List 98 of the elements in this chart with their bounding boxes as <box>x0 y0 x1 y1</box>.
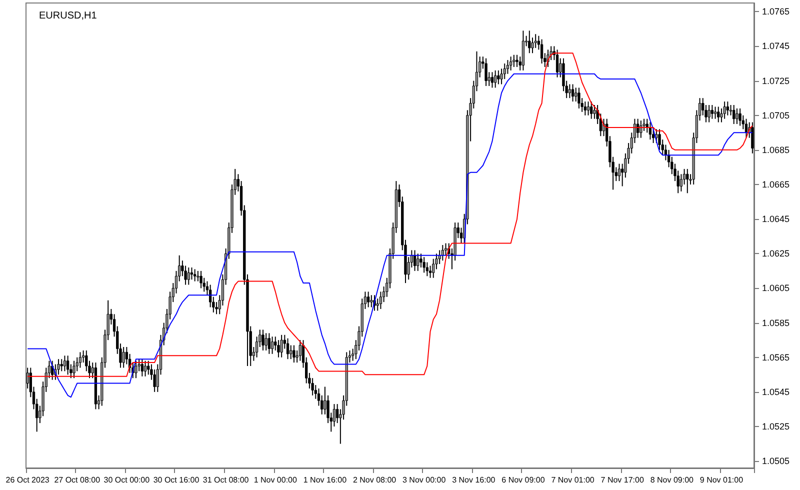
candlestick <box>66 355 70 376</box>
y-tick-label: 1.0565 <box>762 352 790 362</box>
x-tick-label: 8 Nov 09:00 <box>650 476 694 484</box>
candlestick <box>60 358 63 372</box>
candlestick <box>568 84 572 99</box>
candlestick <box>262 329 264 351</box>
candlestick <box>540 38 544 64</box>
candlestick <box>751 122 754 154</box>
candlestick <box>640 120 642 138</box>
candlestick <box>484 58 488 86</box>
x-tick-label: 6 Nov 09:00 <box>502 476 546 484</box>
candlestick <box>714 106 717 120</box>
y-tick-label: 1.0525 <box>762 422 790 432</box>
candlestick <box>655 128 658 144</box>
candlestick <box>200 270 202 289</box>
x-tick-label: 26 Oct 2023 <box>6 476 50 484</box>
x-tick-label: 3 Nov 00:00 <box>402 476 446 484</box>
candlestick <box>187 266 190 286</box>
x-tick-label: 1 Nov 16:00 <box>303 476 348 484</box>
candlestick <box>122 346 125 368</box>
candlestick <box>571 84 574 102</box>
candlestick <box>578 87 580 109</box>
candlestick <box>738 108 742 126</box>
candlestick <box>494 70 497 88</box>
y-tick-label: 1.0545 <box>762 386 790 397</box>
y-tick-label: 1.0765 <box>762 6 790 17</box>
candlestick <box>717 106 720 123</box>
candlestick <box>503 63 506 80</box>
x-tick-label: 2 Nov 08:00 <box>352 476 397 484</box>
y-tick-label: 1.0725 <box>762 76 790 86</box>
candlestick <box>497 70 500 85</box>
candlestick <box>686 168 689 194</box>
candlestick <box>723 101 726 120</box>
y-tick-label: 1.0645 <box>762 214 790 224</box>
candlestick <box>556 49 559 78</box>
y-tick-label: 1.0745 <box>762 41 790 52</box>
candlestick <box>366 291 370 308</box>
candlestick <box>428 265 432 278</box>
text: EURUSD,H1 <box>39 10 98 22</box>
candlestick <box>710 104 714 120</box>
x-tick-label: 9 Nov 01:00 <box>700 476 744 484</box>
x-tick-label: 1 Nov 00:00 <box>254 476 298 484</box>
candlestick <box>324 386 326 415</box>
candlestick <box>140 358 144 377</box>
candlestick <box>729 104 732 116</box>
candlestick <box>270 336 274 354</box>
candlestick <box>144 360 147 377</box>
candlestick <box>292 344 296 364</box>
candlestick <box>708 104 710 123</box>
candlestick <box>590 101 593 120</box>
candlestick <box>416 253 420 272</box>
x-tick-label: 7 Nov 01:00 <box>551 476 595 484</box>
candlestick <box>290 344 292 360</box>
candlestick <box>531 37 534 54</box>
candlestick <box>134 360 138 379</box>
y-tick-label: 1.0605 <box>762 283 790 294</box>
x-tick-label: 3 Nov 16:00 <box>452 476 496 484</box>
candlestick <box>268 332 271 354</box>
candlestick <box>286 338 290 360</box>
candlestick <box>63 355 66 372</box>
candlestick <box>72 360 76 379</box>
candlestick <box>490 72 494 88</box>
candlestick <box>618 163 621 182</box>
candlestick <box>584 101 586 116</box>
candlestick <box>726 101 729 116</box>
candlestick <box>277 340 280 358</box>
candlestick <box>370 294 373 308</box>
candlestick <box>732 104 736 125</box>
candlestick <box>574 87 578 102</box>
x-tick-label: 7 Nov 17:00 <box>600 476 644 484</box>
y-tick-label: 1.0625 <box>762 248 790 259</box>
candlestick <box>586 101 590 116</box>
candlestick <box>736 108 738 125</box>
candlestick <box>422 256 426 274</box>
x-tick-label: 30 Oct 16:00 <box>153 476 200 484</box>
y-tick-label: 1.0585 <box>762 318 790 328</box>
candlestick <box>194 268 196 282</box>
x-tick-label: 30 Oct 00:00 <box>104 476 150 484</box>
candlestick <box>153 368 156 392</box>
x-tick-label: 27 Oct 08:00 <box>54 476 101 484</box>
candlestick <box>509 56 512 71</box>
candlestick <box>658 128 661 150</box>
candlestick <box>196 270 200 282</box>
candlestick <box>593 104 596 120</box>
candlestick <box>26 367 29 389</box>
candlestick <box>78 352 82 368</box>
y-tick-label: 1.0505 <box>762 456 790 466</box>
candlestick <box>298 340 302 362</box>
candlestick <box>528 30 531 54</box>
candlestick <box>512 54 516 68</box>
y-tick-label: 1.0665 <box>762 180 790 190</box>
candlestick <box>280 334 283 358</box>
candlestick <box>516 54 518 68</box>
y-tick-label: 1.0705 <box>762 110 790 120</box>
y-tick-label: 1.0685 <box>762 144 790 155</box>
candlestick <box>264 332 268 351</box>
candlestick <box>332 404 336 428</box>
x-tick-label: 31 Oct 08:00 <box>202 476 250 484</box>
